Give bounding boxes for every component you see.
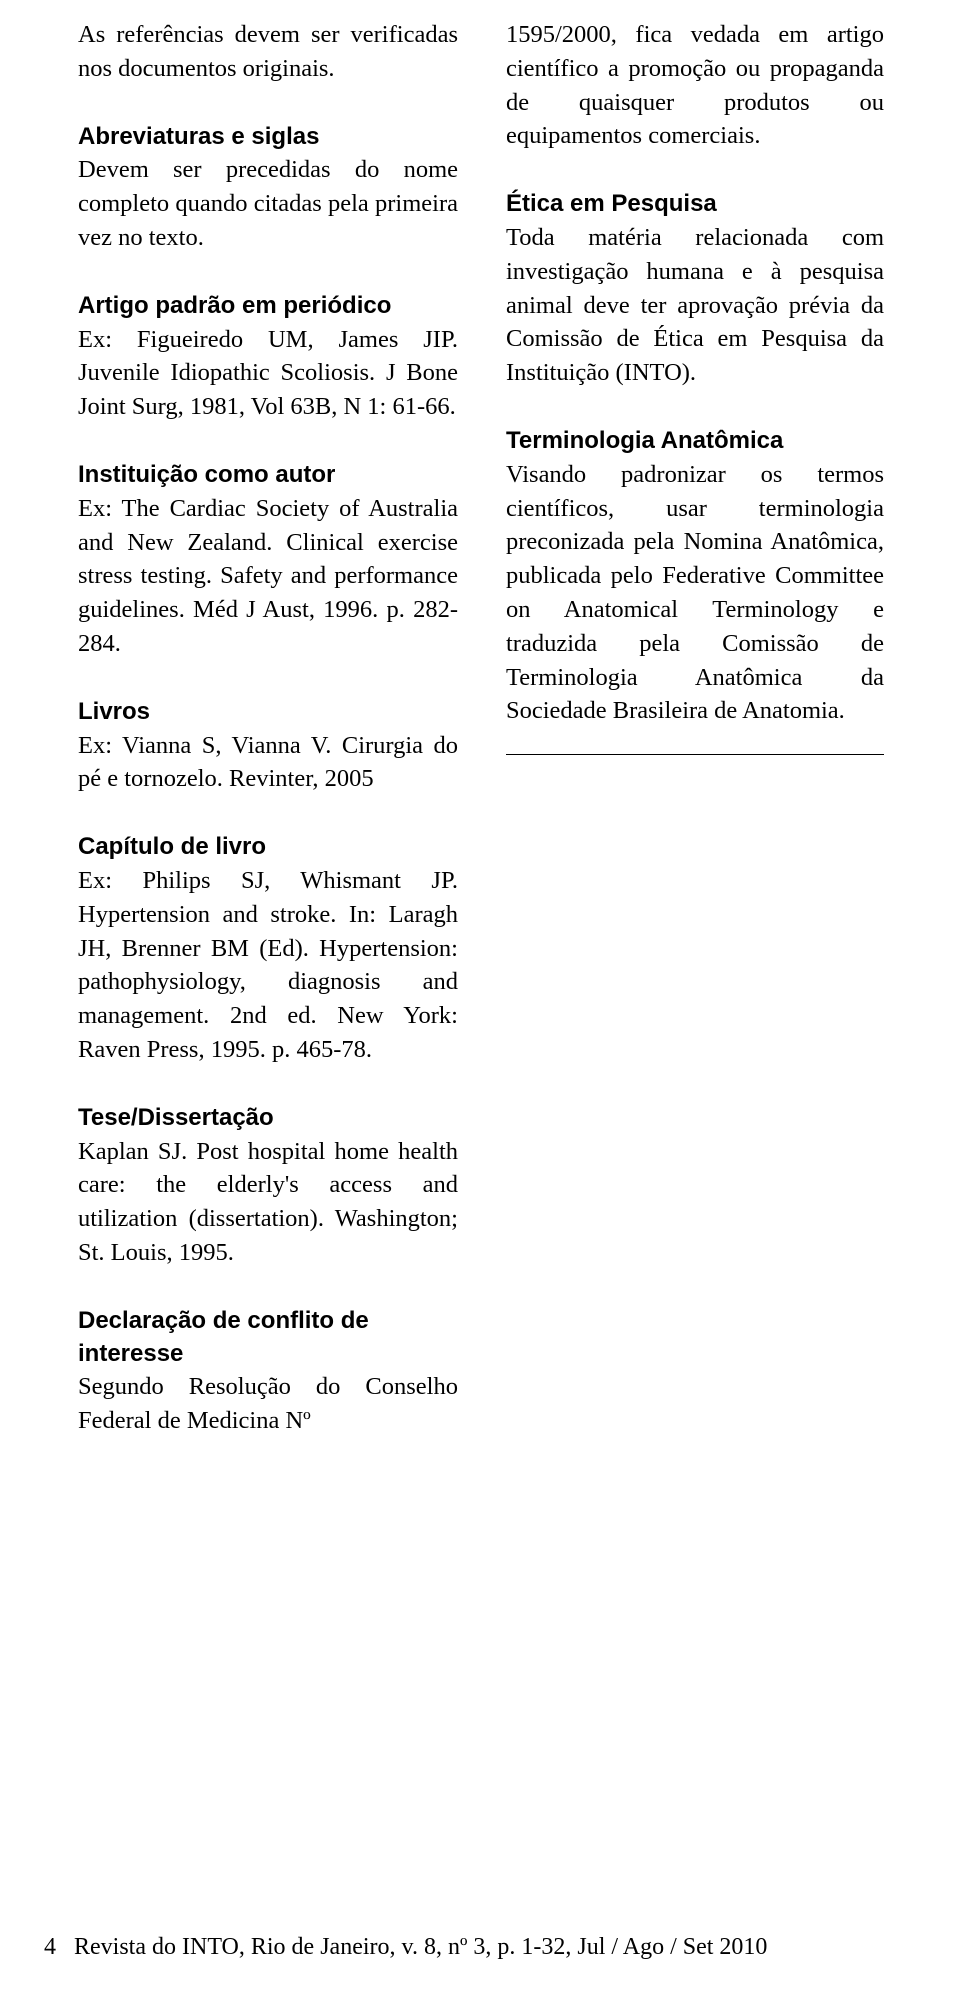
title-terminologia: Terminologia Anatômica [506, 427, 783, 454]
title-artigo-padrao: Artigo padrão em periódico [78, 292, 391, 319]
footer-citation: Revista do INTO, Rio de Janeiro, v. 8, n… [74, 1934, 960, 1961]
left-section-abreviaturas: Abreviaturas e siglas Devem ser precedid… [78, 120, 458, 255]
title-capitulo: Capítulo de livro [78, 833, 266, 860]
title-tese: Tese/Dissertação [78, 1104, 274, 1131]
title-declaracao: Declaração de conflito de interesse [78, 1304, 458, 1370]
title-instituicao: Instituição como autor [78, 461, 335, 488]
left-column: As referências devem ser verificadas nos… [78, 18, 458, 1438]
title-abreviaturas: Abreviaturas e siglas [78, 123, 319, 150]
title-livros: Livros [78, 698, 150, 725]
body-livros: Ex: Vianna S, Vianna V. Cirurgia do pé e… [78, 732, 458, 793]
divider-line [506, 754, 884, 755]
page-number: 4 [44, 1934, 74, 1961]
left-para-1: As referências devem ser verificadas nos… [78, 18, 458, 86]
page-footer: 4 Revista do INTO, Rio de Janeiro, v. 8,… [0, 1934, 960, 1961]
body-capitulo: Ex: Philips SJ, Whismant JP. Hypertensio… [78, 867, 458, 1063]
body-declaracao: Segundo Resolução do Conselho Federal de… [78, 1373, 458, 1434]
right-section-etica: Ética em Pesquisa Toda matéria relaciona… [506, 187, 884, 390]
left-section-livros: Livros Ex: Vianna S, Vianna V. Cirurgia … [78, 695, 458, 796]
body-terminologia: Visando padronizar os termos científicos… [506, 461, 884, 725]
body-etica: Toda matéria relacionada com investigaçã… [506, 224, 884, 386]
left-section-tese: Tese/Dissertação Kaplan SJ. Post hospita… [78, 1101, 458, 1270]
right-section-terminologia: Terminologia Anatômica Visando padroniza… [506, 424, 884, 728]
body-instituicao: Ex: The Cardiac Society of Australia and… [78, 495, 458, 657]
left-section-artigo-padrao: Artigo padrão em periódico Ex: Figueired… [78, 289, 458, 424]
left-section-instituicao: Instituição como autor Ex: The Cardiac S… [78, 458, 458, 661]
two-column-layout: As referências devem ser verificadas nos… [78, 18, 890, 1438]
body-tese: Kaplan SJ. Post hospital home health car… [78, 1138, 458, 1266]
right-para-1: 1595/2000, fica vedada em artigo científ… [506, 18, 884, 153]
title-etica: Ética em Pesquisa [506, 190, 717, 217]
body-abreviaturas: Devem ser precedidas do nome completo qu… [78, 156, 458, 251]
left-section-declaracao: Declaração de conflito de interesse Segu… [78, 1304, 458, 1438]
left-section-capitulo: Capítulo de livro Ex: Philips SJ, Whisma… [78, 830, 458, 1067]
right-column: 1595/2000, fica vedada em artigo científ… [506, 18, 884, 1438]
body-artigo-padrao: Ex: Figueiredo UM, James JIP. Juvenile I… [78, 326, 458, 421]
